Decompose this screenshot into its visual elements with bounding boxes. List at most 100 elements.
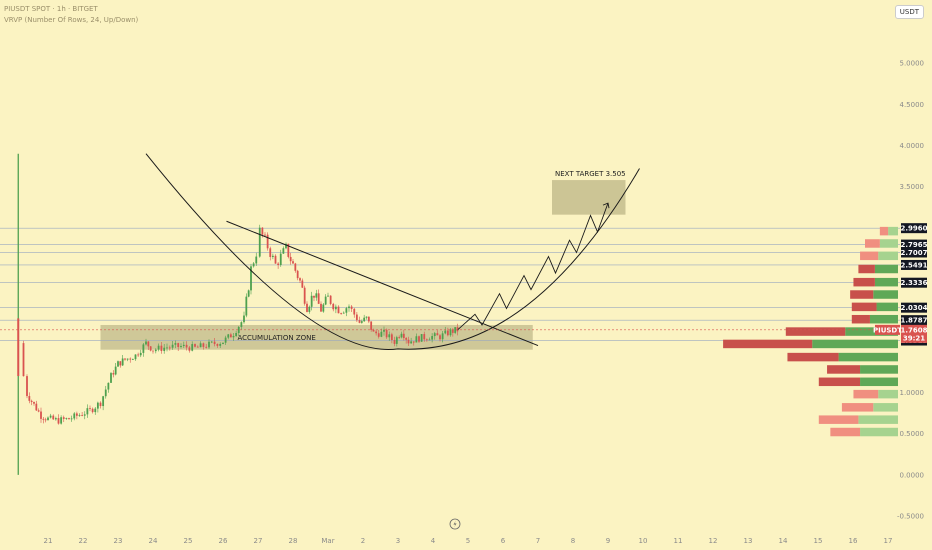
x-axis-tick: 12 [709,537,718,545]
volume-profile-up-bar [860,365,898,374]
candle-body [17,318,20,377]
x-axis-tick: 23 [114,537,123,545]
candle-body [393,340,396,344]
volume-profile-up-bar [873,403,898,412]
candle-body [60,417,63,424]
candle-body [73,413,76,419]
candle-body [355,314,358,321]
candle-body [398,337,401,339]
candle-body [42,418,45,420]
current-price-label: 1.7608 [900,326,927,334]
target-label: NEXT TARGET 3.505 [555,170,626,178]
x-axis-tick: 4 [431,537,436,545]
candle-body [52,415,55,420]
candle-body [168,347,171,349]
candle-body [81,415,84,416]
candle-body [407,339,410,344]
candle-body [252,263,255,267]
x-axis-tick: 10 [639,537,648,545]
candle-body [289,256,292,262]
candle-body [433,333,436,337]
candle-body [360,321,363,323]
candle-body [410,341,413,344]
currency-button[interactable]: USDT [894,5,924,19]
candle-body [345,308,348,313]
volume-profile-down-bar [851,314,870,324]
candle-body [102,396,105,407]
candle-body [213,341,216,345]
accumulation-zone [100,324,533,350]
candle-body [237,326,240,334]
candle-body [375,331,378,334]
candle-body [402,333,405,338]
accumulation-zone-label: ACCUMULATION ZONE [237,334,315,342]
candle-body [400,333,403,338]
candle-body [47,417,49,421]
candle-body [202,343,205,347]
candle-body [395,337,398,344]
candle-body [49,415,52,418]
volume-profile-down-bar [850,290,874,299]
candle-body [299,278,301,281]
candle-body [149,346,152,351]
current-price-box [901,324,927,343]
candle-body [324,296,327,305]
candle-body [75,413,78,416]
candle-body [147,341,150,347]
x-axis-tick: 6 [501,537,506,545]
candle-body [348,306,350,309]
candle-body [306,303,308,312]
x-axis-tick: 21 [44,537,53,545]
candle-body [340,313,343,315]
y-axis-tick: 0.5000 [900,430,925,438]
candle-body [107,382,110,390]
candle-body [353,308,356,315]
symbol-title[interactable]: PIUSDT SPOT · 1h · BITGET [4,5,98,13]
candle-body [261,227,264,235]
candle-body [451,329,454,333]
volume-profile-up-bar [812,339,898,349]
candle-body [405,337,408,340]
candle-body [182,344,185,346]
candle-body [78,415,81,416]
candle-body [171,344,174,348]
symbol-tag-label: PIUSDT [873,326,902,334]
candle-body [425,339,428,341]
indicator-title[interactable]: VRVP (Number Of Rows, 24, Up/Down) [4,16,139,24]
candle-body [287,243,290,257]
x-axis-tick: 14 [779,537,788,545]
candle-body [112,373,115,375]
candle-body [329,295,332,304]
candle-body [191,344,194,351]
candle-body [363,317,366,322]
candle-body [142,344,145,353]
volume-profile-down-bar [865,239,880,248]
volume-profile-up-bar [878,389,898,399]
volume-profile-down-bar [827,365,861,374]
candle-body [240,322,243,327]
volume-profile-up-bar [876,302,898,312]
x-axis-tick: 3 [396,537,400,545]
candle-body [415,336,418,343]
candle-body [308,306,311,312]
lightning-icon[interactable] [449,518,461,530]
candle-body [166,347,168,349]
candle-body [104,389,107,397]
cup-curve [145,153,640,351]
candle-body [152,350,154,352]
volume-profile-up-bar [879,239,898,248]
level-price-box [901,277,927,288]
symbol-tag [875,324,900,335]
candle-body [22,343,25,377]
candle-body [342,312,345,314]
candle-body [350,306,353,309]
candle-body [194,344,196,347]
candle-body [245,296,248,316]
candle-body [177,343,180,348]
level-price-label: 2.5491 [900,261,927,269]
candle-body [134,354,137,360]
level-price-box [901,315,927,326]
candle-body [65,418,68,419]
